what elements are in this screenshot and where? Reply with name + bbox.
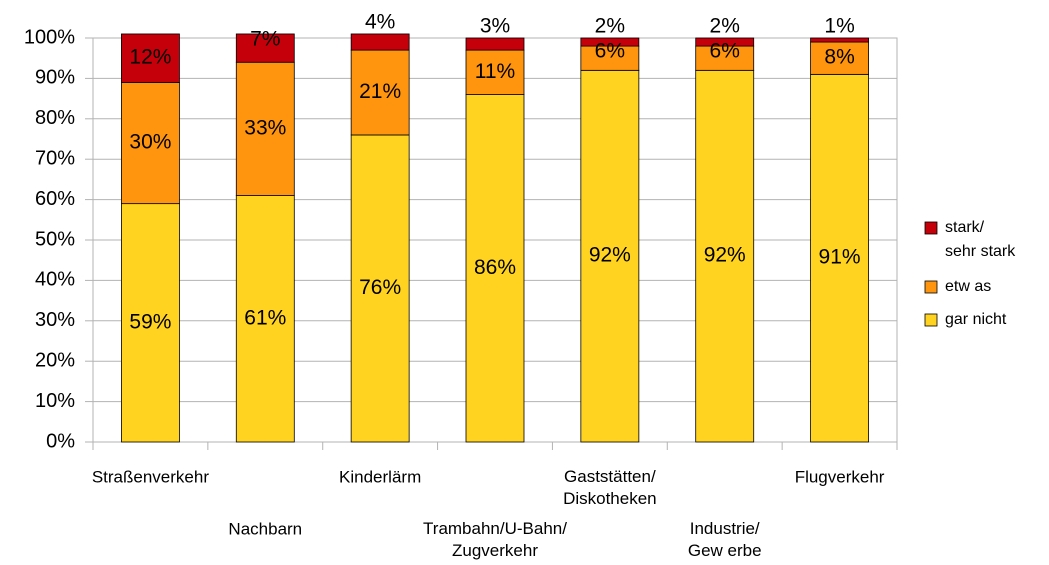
y-tick-label: 70% <box>35 147 75 169</box>
y-tick-label: 100% <box>24 26 75 48</box>
y-tick-label: 80% <box>35 107 75 129</box>
bar-segment <box>121 33 180 83</box>
y-tick-label: 30% <box>35 309 75 331</box>
y-tick-label: 0% <box>46 430 75 452</box>
data-label: 2% <box>710 15 740 38</box>
data-label: 92% <box>704 244 746 267</box>
data-label: 12% <box>129 46 171 69</box>
x-tick-label: Gaststätten/Diskotheken <box>563 467 657 508</box>
data-label: 2% <box>595 15 625 38</box>
bar-segment <box>350 134 410 443</box>
bar-segment <box>350 49 410 136</box>
bar-segment <box>695 45 755 71</box>
bar-segment <box>121 203 180 443</box>
bar-segment <box>695 37 755 47</box>
bar-segment <box>465 94 525 443</box>
data-label: 8% <box>824 46 854 69</box>
data-label: 4% <box>365 11 395 34</box>
bar-segment <box>235 61 295 196</box>
legend-label: stark/sehr stark <box>945 219 1016 260</box>
bar-segment <box>465 49 525 95</box>
data-label: 6% <box>710 40 740 63</box>
bar-segment <box>121 82 180 205</box>
bar-segment <box>580 37 640 47</box>
data-label: 7% <box>250 28 280 51</box>
x-tick-label: Industrie/Gew erbe <box>688 519 762 560</box>
data-label: 92% <box>589 244 631 267</box>
x-tick-label: Nachbarn <box>228 519 302 538</box>
x-tick-label: Trambahn/U-Bahn/Zugverkehr <box>423 519 567 560</box>
bar-segment <box>465 37 525 51</box>
x-tick-label: Straßenverkehr <box>92 467 209 486</box>
data-label: 61% <box>244 306 286 329</box>
y-tick-label: 90% <box>35 67 75 89</box>
bar-segment <box>580 45 640 71</box>
data-label: 11% <box>475 60 515 83</box>
bar-segment <box>235 195 295 443</box>
data-label: 59% <box>129 310 171 333</box>
legend-swatch <box>924 313 938 327</box>
bar-segment <box>350 33 410 51</box>
y-tick-label: 60% <box>35 188 75 210</box>
data-label: 76% <box>359 276 401 299</box>
data-label: 91% <box>819 246 861 269</box>
x-tick-label: Kinderlärm <box>339 467 421 486</box>
data-label: 6% <box>595 40 625 63</box>
data-label: 86% <box>474 256 516 279</box>
data-label: 1% <box>824 15 854 38</box>
bar-segment <box>695 69 755 443</box>
bar-segment <box>580 69 640 443</box>
y-tick-label: 50% <box>35 228 75 250</box>
bar-segment <box>810 37 869 43</box>
legend-swatch <box>924 221 938 235</box>
bar-segment <box>810 73 869 443</box>
legend-label: gar nicht <box>945 311 1007 328</box>
y-tick-label: 10% <box>35 390 75 412</box>
legend-label: etw as <box>945 278 991 295</box>
data-label: 33% <box>244 116 286 139</box>
legend-swatch <box>924 280 938 294</box>
y-tick-label: 40% <box>35 269 75 291</box>
data-label: 21% <box>359 80 401 103</box>
bar-segment <box>810 41 869 75</box>
data-label: 30% <box>129 131 171 154</box>
bar-segment <box>235 33 295 63</box>
x-tick-label: Flugverkehr <box>795 467 885 486</box>
data-label: 3% <box>480 15 510 38</box>
y-tick-label: 20% <box>35 349 75 371</box>
